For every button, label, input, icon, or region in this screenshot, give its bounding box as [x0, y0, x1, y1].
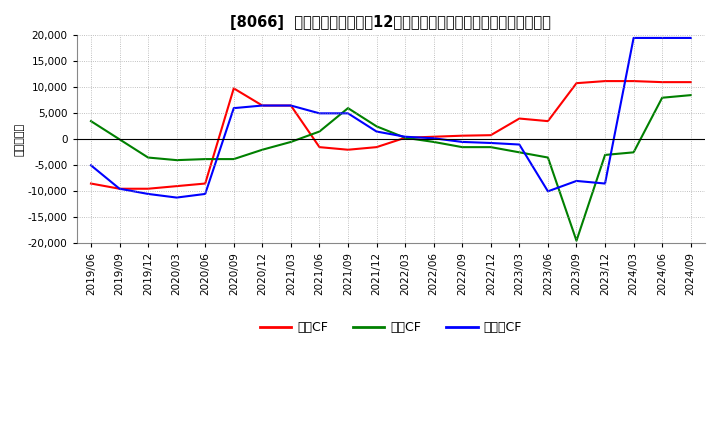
フリーCF	[629, 35, 638, 40]
営業CF	[258, 103, 266, 108]
営業CF	[343, 147, 352, 152]
営業CF	[686, 80, 695, 85]
フリーCF	[686, 35, 695, 40]
Title: [8066]  キャッシュフローの12か月移動合計の対前年同期増減額の推移: [8066] キャッシュフローの12か月移動合計の対前年同期増減額の推移	[230, 15, 552, 30]
投賃CF	[686, 92, 695, 98]
フリーCF	[544, 189, 552, 194]
営業CF	[315, 144, 324, 150]
営業CF	[86, 181, 95, 186]
フリーCF	[287, 103, 295, 108]
Legend: 営業CF, 投賃CF, フリーCF: 営業CF, 投賃CF, フリーCF	[255, 316, 527, 339]
フリーCF	[86, 163, 95, 168]
投賃CF	[629, 150, 638, 155]
営業CF	[287, 103, 295, 108]
投賃CF	[544, 155, 552, 160]
フリーCF	[658, 35, 667, 40]
フリーCF	[487, 140, 495, 146]
Y-axis label: （百万円）: （百万円）	[15, 123, 25, 156]
フリーCF	[372, 129, 381, 134]
投賃CF	[658, 95, 667, 100]
Line: 投賃CF: 投賃CF	[91, 95, 690, 241]
投賃CF	[315, 129, 324, 134]
営業CF	[115, 186, 124, 191]
投賃CF	[201, 157, 210, 162]
営業CF	[144, 186, 153, 191]
投賃CF	[401, 135, 410, 140]
フリーCF	[172, 195, 181, 200]
営業CF	[230, 86, 238, 91]
フリーCF	[429, 136, 438, 141]
フリーCF	[315, 111, 324, 116]
フリーCF	[230, 106, 238, 111]
営業CF	[629, 78, 638, 84]
投賃CF	[86, 118, 95, 124]
営業CF	[600, 78, 609, 84]
フリーCF	[343, 111, 352, 116]
フリーCF	[201, 191, 210, 197]
フリーCF	[144, 191, 153, 197]
フリーCF	[401, 134, 410, 139]
フリーCF	[115, 186, 124, 191]
Line: 営業CF: 営業CF	[91, 81, 690, 189]
投賃CF	[372, 124, 381, 129]
投賃CF	[287, 139, 295, 145]
フリーCF	[600, 181, 609, 186]
投賃CF	[429, 139, 438, 145]
フリーCF	[258, 103, 266, 108]
営業CF	[658, 80, 667, 85]
営業CF	[429, 134, 438, 139]
営業CF	[515, 116, 523, 121]
フリーCF	[515, 142, 523, 147]
投賃CF	[600, 152, 609, 158]
投賃CF	[230, 157, 238, 162]
フリーCF	[572, 178, 581, 183]
営業CF	[458, 133, 467, 138]
投賃CF	[172, 158, 181, 163]
営業CF	[401, 135, 410, 140]
営業CF	[172, 183, 181, 189]
営業CF	[372, 144, 381, 150]
営業CF	[572, 81, 581, 86]
投賃CF	[258, 147, 266, 152]
投賃CF	[144, 155, 153, 160]
Line: フリーCF: フリーCF	[91, 38, 690, 198]
投賃CF	[515, 150, 523, 155]
投賃CF	[487, 144, 495, 150]
投賃CF	[458, 144, 467, 150]
投賃CF	[343, 106, 352, 111]
投賃CF	[572, 238, 581, 243]
営業CF	[487, 132, 495, 138]
投賃CF	[115, 137, 124, 142]
営業CF	[201, 181, 210, 186]
フリーCF	[458, 139, 467, 145]
営業CF	[544, 118, 552, 124]
